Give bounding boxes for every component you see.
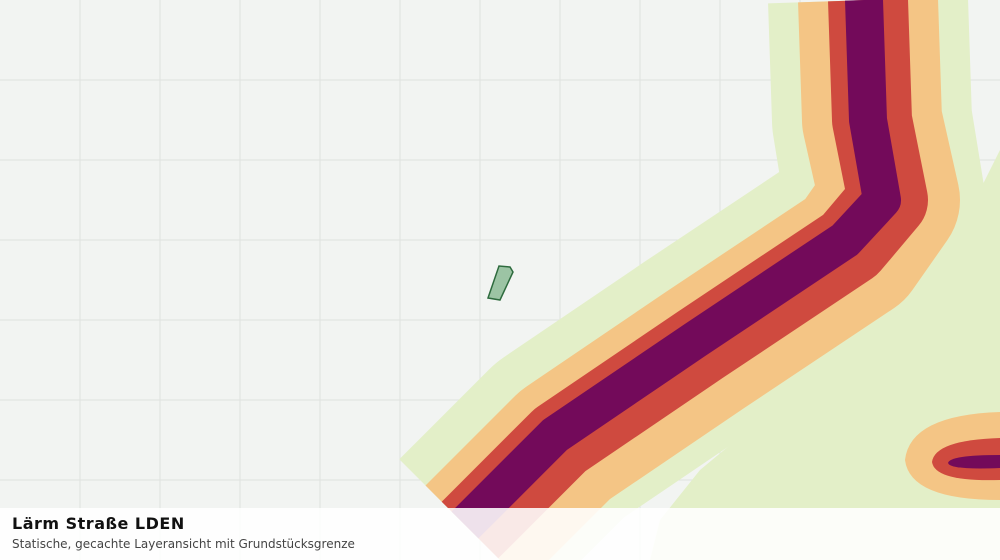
caption: Lärm Straße LDEN Statische, gecachte Lay… [0, 508, 1000, 560]
layer-subtitle: Statische, gecachte Layeransicht mit Gru… [12, 537, 355, 551]
layer-title: Lärm Straße LDEN [12, 514, 185, 533]
noise-zones [399, 0, 1000, 560]
parcel-boundary [487, 265, 514, 301]
